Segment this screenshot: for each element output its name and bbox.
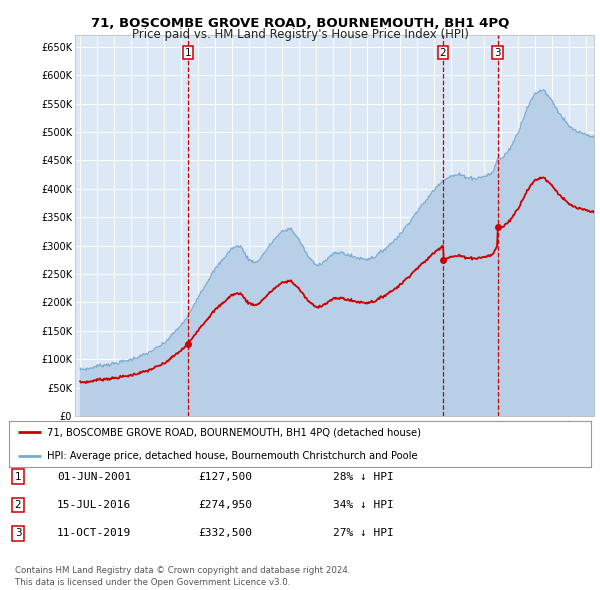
Text: 3: 3 <box>14 529 22 538</box>
Text: 1: 1 <box>14 472 22 481</box>
Text: HPI: Average price, detached house, Bournemouth Christchurch and Poole: HPI: Average price, detached house, Bour… <box>47 451 418 461</box>
Text: 15-JUL-2016: 15-JUL-2016 <box>57 500 131 510</box>
Text: 2: 2 <box>440 48 446 57</box>
Text: 27% ↓ HPI: 27% ↓ HPI <box>333 529 394 538</box>
Text: £274,950: £274,950 <box>198 500 252 510</box>
Text: 71, BOSCOMBE GROVE ROAD, BOURNEMOUTH, BH1 4PQ (detached house): 71, BOSCOMBE GROVE ROAD, BOURNEMOUTH, BH… <box>47 427 421 437</box>
Text: 28% ↓ HPI: 28% ↓ HPI <box>333 472 394 481</box>
Text: 01-JUN-2001: 01-JUN-2001 <box>57 472 131 481</box>
Text: 71, BOSCOMBE GROVE ROAD, BOURNEMOUTH, BH1 4PQ: 71, BOSCOMBE GROVE ROAD, BOURNEMOUTH, BH… <box>91 17 509 30</box>
Text: £127,500: £127,500 <box>198 472 252 481</box>
Text: 1: 1 <box>185 48 191 57</box>
Text: 3: 3 <box>494 48 501 57</box>
Text: 34% ↓ HPI: 34% ↓ HPI <box>333 500 394 510</box>
Text: Contains HM Land Registry data © Crown copyright and database right 2024.
This d: Contains HM Land Registry data © Crown c… <box>15 566 350 587</box>
Text: Price paid vs. HM Land Registry's House Price Index (HPI): Price paid vs. HM Land Registry's House … <box>131 28 469 41</box>
Text: 11-OCT-2019: 11-OCT-2019 <box>57 529 131 538</box>
Text: £332,500: £332,500 <box>198 529 252 538</box>
Text: 2: 2 <box>14 500 22 510</box>
